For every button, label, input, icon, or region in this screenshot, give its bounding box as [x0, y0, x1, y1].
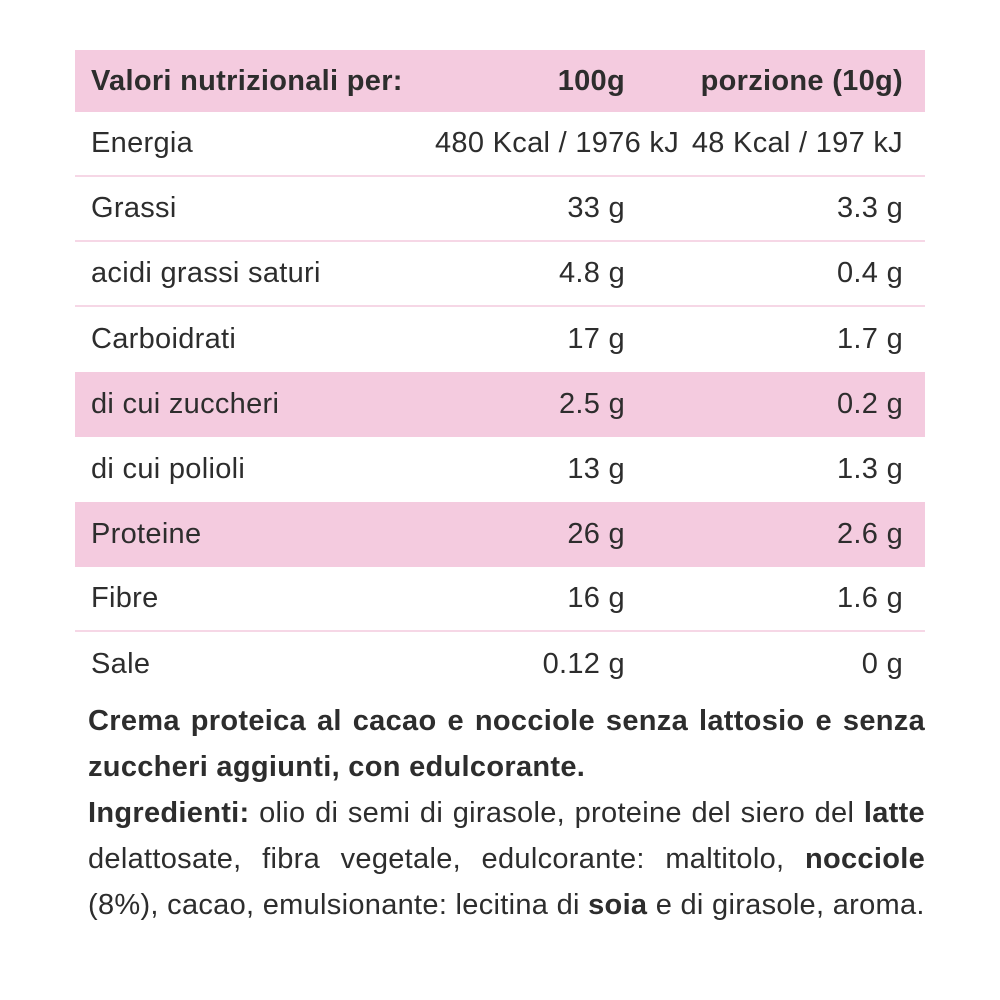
value-per-100g: 33 g: [567, 192, 625, 224]
value-per-portion: 48 Kcal / 197 kJ: [691, 127, 903, 159]
ingredients-segment: olio di semi di girasole, proteine del s…: [249, 797, 864, 829]
value-per-portion: 1.3 g: [837, 453, 903, 485]
value-per-portion: 0 g: [861, 648, 903, 680]
table-row-grassi: Grassi 33 g 3.3 g: [75, 177, 925, 242]
value-per-portion: 3.3 g: [837, 192, 903, 224]
allergen-nocciole: nocciole: [804, 843, 925, 875]
ingredients-segment: delattosate, fibra vegetale, edulcorante…: [88, 843, 805, 875]
row-label: Sale: [91, 648, 151, 680]
value-per-100g: 16 g: [567, 582, 625, 614]
value-per-100g: 480 Kcal / 1976 kJ: [435, 127, 679, 159]
table-row-carboidrati: Carboidrati 17 g 1.7 g: [75, 307, 925, 372]
table-row-fibre: Fibre 16 g 1.6 g: [75, 567, 925, 632]
ingredients-segment: (8%), cacao, emulsionante: lecitina di: [88, 889, 589, 921]
value-per-portion: 1.6 g: [837, 582, 903, 614]
row-label: Fibre: [91, 582, 159, 614]
value-per-100g: 0.12 g: [542, 648, 625, 680]
value-per-100g: 26 g: [567, 518, 625, 550]
table-header-row: Valori nutrizionali per: 100g porzione (…: [75, 50, 925, 112]
value-per-portion: 0.2 g: [837, 388, 903, 420]
row-label: Grassi: [91, 192, 177, 224]
value-per-100g: 17 g: [567, 323, 625, 355]
value-per-100g: 2.5 g: [559, 388, 625, 420]
ingredients-text: Ingredienti: olio di semi di girasole, p…: [88, 790, 925, 928]
value-per-portion: 1.7 g: [837, 323, 903, 355]
table-row-proteine: Proteine 26 g 2.6 g: [75, 502, 925, 567]
nutrition-table: Valori nutrizionali per: 100g porzione (…: [75, 50, 925, 697]
table-row-acidi-grassi-saturi: acidi grassi saturi 4.8 g 0.4 g: [75, 242, 925, 307]
ingredients-segment: e di girasole, aroma.: [647, 889, 925, 921]
ingredients-heading: Ingredienti:: [88, 797, 250, 829]
table-row-di-cui-polioli: di cui polioli 13 g 1.3 g: [75, 437, 925, 502]
allergen-latte: latte: [863, 797, 925, 829]
header-col-100g: 100g: [557, 64, 625, 97]
table-row-di-cui-zuccheri: di cui zuccheri 2.5 g 0.2 g: [75, 372, 925, 437]
value-per-100g: 13 g: [567, 453, 625, 485]
table-row-sale: Sale 0.12 g 0 g: [75, 632, 925, 697]
description-text: Crema proteica al cacao e nocciole senza…: [88, 705, 925, 783]
header-col-label: Valori nutrizionali per:: [91, 64, 403, 97]
value-per-portion: 2.6 g: [837, 518, 903, 550]
value-per-portion: 0.4 g: [837, 257, 903, 289]
row-label: Energia: [91, 127, 194, 159]
row-label: di cui polioli: [91, 453, 246, 485]
header-col-portion: porzione (10g): [700, 64, 903, 97]
row-label: Proteine: [91, 518, 202, 550]
row-label: di cui zuccheri: [91, 388, 280, 420]
value-per-100g: 4.8 g: [559, 257, 625, 289]
row-label: acidi grassi saturi: [91, 257, 321, 289]
allergen-soia: soia: [588, 889, 648, 921]
label-text-block: Crema proteica al cacao e nocciole senza…: [88, 698, 925, 928]
row-label: Carboidrati: [91, 323, 237, 355]
table-row-energia: Energia 480 Kcal / 1976 kJ 48 Kcal / 197…: [75, 112, 925, 177]
